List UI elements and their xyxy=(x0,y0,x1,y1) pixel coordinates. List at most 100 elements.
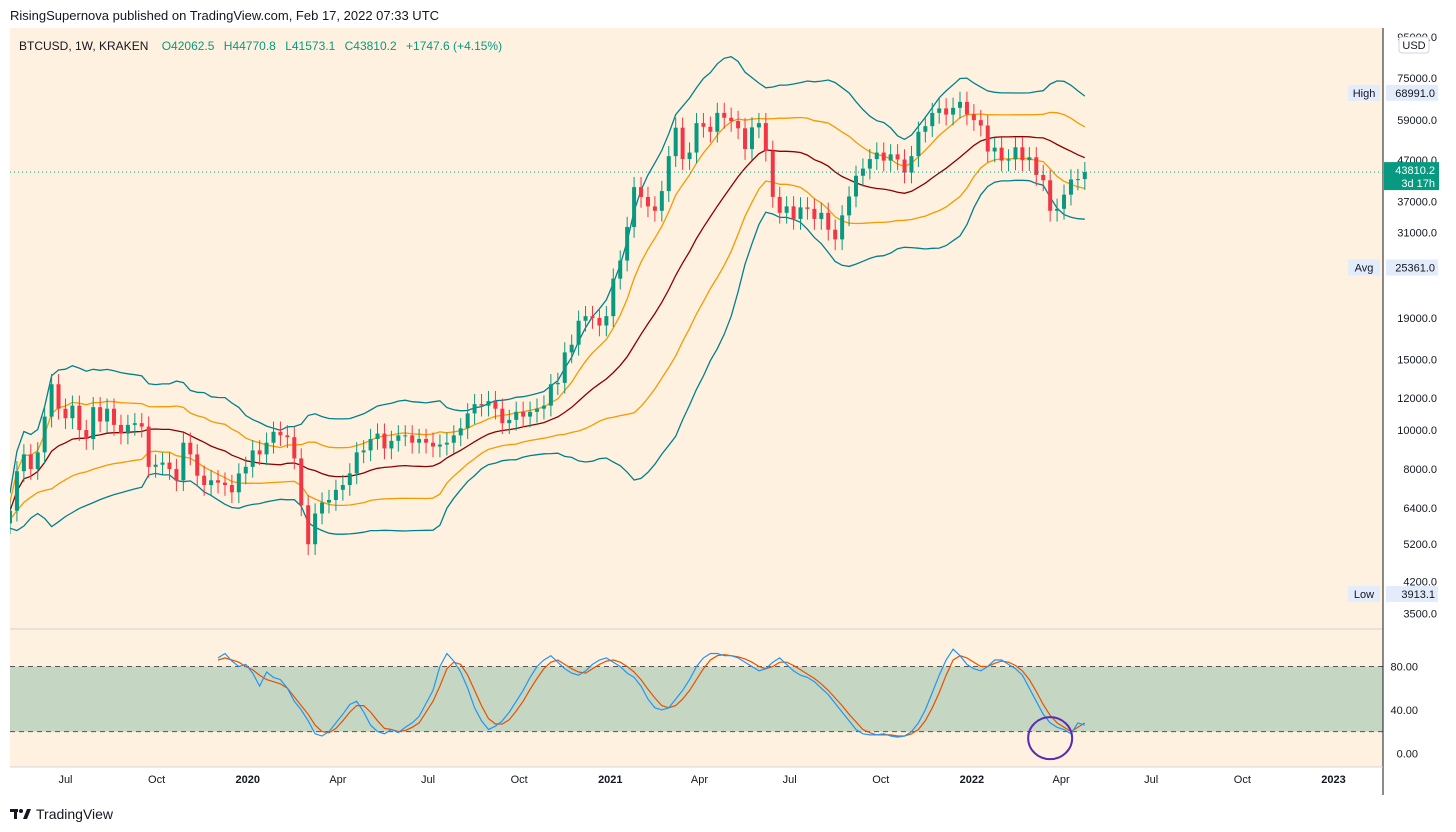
stoch-tick-label: 80.00 xyxy=(1390,662,1418,674)
candle-body xyxy=(632,187,637,227)
high-label: H xyxy=(224,39,233,53)
candle-body xyxy=(112,408,117,425)
candle-body xyxy=(625,226,630,261)
avg-value: 25361.0 xyxy=(1395,263,1435,275)
candle-body xyxy=(84,430,89,440)
candle-body xyxy=(403,435,408,437)
last-price-value: 43810.2 xyxy=(1395,165,1435,177)
price-tick-label: 12000.0 xyxy=(1397,393,1437,405)
candle-body xyxy=(1013,147,1018,160)
candle-body xyxy=(132,423,137,425)
low-label-bg xyxy=(1348,585,1380,602)
candle-body xyxy=(202,475,207,485)
candle-body xyxy=(881,152,886,161)
symbol-legend[interactable]: BTCUSD, 1W, KRAKEN O42062.5 H44770.8 L41… xyxy=(19,39,502,53)
time-tick-label: 2022 xyxy=(960,774,984,786)
low-marker: Low 3913.1 xyxy=(1348,585,1438,602)
stoch-k-line xyxy=(217,648,1085,738)
candle-body xyxy=(729,117,734,122)
candle-body xyxy=(611,278,616,317)
candle-body xyxy=(590,316,595,318)
candle-body xyxy=(278,431,283,436)
candle-body xyxy=(181,442,186,481)
candle-body xyxy=(209,480,214,485)
candle-body xyxy=(118,424,123,434)
candle-body xyxy=(992,147,997,152)
candle-body xyxy=(430,442,435,447)
annotation-circle xyxy=(1027,716,1074,761)
candle-body xyxy=(985,125,990,152)
candle-body xyxy=(472,404,477,414)
price-axis[interactable]: 95000.075000.059000.047000.037000.031000… xyxy=(1397,32,1437,620)
last-price-countdown: 3d 17h xyxy=(1401,178,1435,190)
price-tick-label: 15000.0 xyxy=(1397,354,1437,366)
candle-body xyxy=(396,435,401,441)
avg-marker: Avg 25361.0 xyxy=(1348,259,1438,276)
candle-body xyxy=(160,462,165,465)
candle-body xyxy=(21,454,26,472)
candle-body xyxy=(361,450,366,453)
stochastic-pane[interactable]: 80.00 40.00 0.00 xyxy=(10,648,1418,761)
footer[interactable]: TradingView xyxy=(10,804,113,824)
price-pane[interactable] xyxy=(8,56,1087,556)
candle-body xyxy=(444,442,449,445)
open-label: O xyxy=(162,39,171,53)
avg-value-bg xyxy=(1386,259,1438,276)
candle-body xyxy=(874,152,879,160)
high-marker: High 68991.0 xyxy=(1348,84,1438,101)
candle-body xyxy=(236,473,241,493)
currency-badge[interactable]: USD xyxy=(1398,36,1430,54)
candle-body xyxy=(333,489,338,500)
price-tick-label: 3500.0 xyxy=(1403,608,1437,620)
candle-body xyxy=(1048,180,1053,211)
candle-body xyxy=(867,159,872,169)
bands-group xyxy=(10,56,1086,535)
avg-label-bg xyxy=(1348,259,1380,276)
candle-body xyxy=(535,408,540,412)
candle-body xyxy=(451,435,456,443)
time-tick-label: Apr xyxy=(1052,774,1069,786)
candle-body xyxy=(14,471,19,511)
price-tick-label: 19000.0 xyxy=(1397,313,1437,325)
time-axis[interactable]: Jul Oct 2020 Apr Jul Oct 2021 Apr Jul Oct 2022 Apr J… xyxy=(58,774,1345,786)
candle-body xyxy=(902,159,907,173)
candle-body xyxy=(1062,194,1067,209)
price-tick-label: 59000.0 xyxy=(1397,115,1437,127)
time-tick-label: Jul xyxy=(783,774,797,786)
candle-body xyxy=(687,152,692,160)
price-tick-label: 37000.0 xyxy=(1397,197,1437,209)
time-tick-label: Oct xyxy=(148,774,165,786)
candle-body xyxy=(555,382,560,385)
candle-body xyxy=(521,411,526,417)
change-value: +1747.6 (+4.15%) xyxy=(406,39,502,53)
time-tick-label: Oct xyxy=(872,774,889,786)
candle-body xyxy=(35,452,40,470)
candle-body xyxy=(597,317,602,326)
candle-body xyxy=(743,128,748,150)
candle-body xyxy=(576,320,581,345)
candle-body xyxy=(1034,157,1039,175)
bb-lower-inner-line xyxy=(10,157,1085,520)
candle-body xyxy=(923,126,928,132)
low-value: 41573.1 xyxy=(292,39,336,53)
candle-body xyxy=(916,131,921,157)
candle-body xyxy=(174,469,179,481)
candle-body xyxy=(798,207,803,219)
candle-body xyxy=(1041,174,1046,181)
time-tick-label: Jul xyxy=(421,774,435,786)
time-tick-label: Apr xyxy=(691,774,708,786)
candle-body xyxy=(604,316,609,326)
candle-body xyxy=(375,433,380,440)
candle-body xyxy=(479,404,484,406)
candle-body xyxy=(680,127,685,160)
time-tick-label: Jul xyxy=(58,774,72,786)
candle-body xyxy=(1075,179,1080,181)
candle-body xyxy=(271,431,276,443)
candle-body xyxy=(417,439,422,443)
candle-body xyxy=(222,482,227,485)
candle-body xyxy=(195,454,200,476)
candle-body xyxy=(971,114,976,121)
price-tick-label: 10000.0 xyxy=(1397,425,1437,437)
high-label-bg xyxy=(1348,84,1380,101)
